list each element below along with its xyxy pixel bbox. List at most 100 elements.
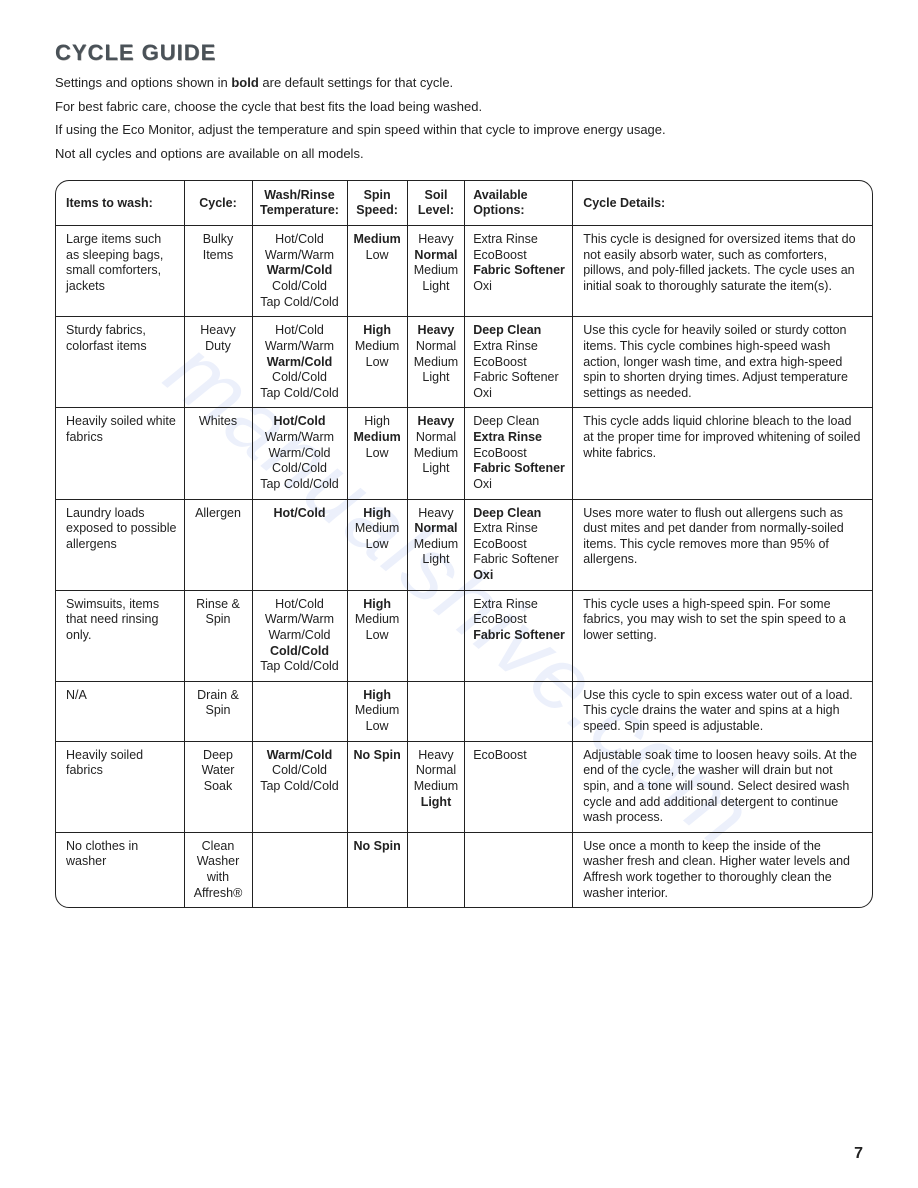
cell-value: Deep Clean [473, 323, 566, 339]
cell-value: Low [354, 628, 401, 644]
cell-cycle: Deep Water Soak [184, 741, 252, 832]
cell-value: Fabric Softener [473, 461, 566, 477]
cell-value: Normal [414, 521, 458, 537]
cell-value: Cold/Cold [259, 370, 341, 386]
cell-soil [407, 590, 464, 681]
cell-value: Heavy [414, 232, 458, 248]
table-row: Swimsuits, items that need rinsing only.… [56, 590, 872, 681]
table-row: Heavily soiled white fabricsWhitesHot/Co… [56, 408, 872, 499]
cell-spin: HighMediumLow [347, 408, 407, 499]
intro-line-2: For best fabric care, choose the cycle t… [55, 98, 873, 116]
header-soil: Soil Level: [407, 181, 464, 226]
cell-value: EcoBoost [473, 748, 566, 764]
cell-value: Light [414, 461, 458, 477]
cell-value: Cold/Cold [259, 461, 341, 477]
cell-value: Tap Cold/Cold [259, 659, 341, 675]
cell-items: N/A [56, 681, 184, 741]
cell-soil [407, 681, 464, 741]
cell-value: High [354, 414, 401, 430]
cell-soil: HeavyNormalMediumLight [407, 741, 464, 832]
cell-value: Heavy [414, 414, 458, 430]
cell-cycle: Clean Washer with Affresh® [184, 832, 252, 907]
cell-value: Extra Rinse [473, 232, 566, 248]
cell-spin: HighMediumLow [347, 681, 407, 741]
header-spin: Spin Speed: [347, 181, 407, 226]
page-number: 7 [854, 1145, 863, 1163]
cell-value: Oxi [473, 477, 566, 493]
cell-cycle: Bulky Items [184, 226, 252, 317]
cell-details: Use once a month to keep the inside of t… [573, 832, 872, 907]
cell-value: EcoBoost [473, 446, 566, 462]
cell-value: Cold/Cold [259, 763, 341, 779]
cell-temp: Hot/ColdWarm/WarmWarm/ColdCold/ColdTap C… [252, 226, 347, 317]
header-temp: Wash/Rinse Temperature: [252, 181, 347, 226]
cell-value: EcoBoost [473, 355, 566, 371]
cell-value: Oxi [473, 568, 566, 584]
cell-soil: HeavyNormalMediumLight [407, 317, 464, 408]
cell-value: Heavy [414, 748, 458, 764]
cell-value: High [354, 597, 401, 613]
cell-value: Medium [354, 232, 401, 248]
cell-value: Light [414, 552, 458, 568]
cell-value: No Spin [354, 748, 401, 764]
cell-cycle: Whites [184, 408, 252, 499]
cell-value: High [354, 323, 401, 339]
cell-value: Low [354, 355, 401, 371]
intro-1b: bold [231, 75, 258, 90]
cell-value: Warm/Cold [259, 263, 341, 279]
cell-spin: HighMediumLow [347, 499, 407, 590]
cell-value: Medium [414, 355, 458, 371]
cell-value: Warm/Cold [259, 748, 341, 764]
cell-value: Low [354, 719, 401, 735]
cell-value: Extra Rinse [473, 521, 566, 537]
cell-value: Low [354, 537, 401, 553]
cell-spin: HighMediumLow [347, 317, 407, 408]
cell-details: This cycle is designed for oversized ite… [573, 226, 872, 317]
cell-value: Normal [414, 339, 458, 355]
cell-value: Warm/Cold [259, 628, 341, 644]
cell-soil [407, 832, 464, 907]
cell-value: Tap Cold/Cold [259, 386, 341, 402]
table-row: Laundry loads exposed to possible allerg… [56, 499, 872, 590]
cell-opts [465, 832, 573, 907]
cell-value: Light [414, 795, 458, 811]
cell-items: Heavily soiled fabrics [56, 741, 184, 832]
cell-value: Light [414, 279, 458, 295]
cell-value: High [354, 506, 401, 522]
intro-line-3: If using the Eco Monitor, adjust the tem… [55, 121, 873, 139]
cell-value: Warm/Warm [259, 339, 341, 355]
cell-value: Warm/Cold [259, 355, 341, 371]
cell-value: Medium [354, 521, 401, 537]
table-row: Large items such as sleeping bags, small… [56, 226, 872, 317]
cell-value: Oxi [473, 386, 566, 402]
cell-value: Warm/Warm [259, 430, 341, 446]
cell-opts: Deep CleanExtra RinseEcoBoostFabric Soft… [465, 317, 573, 408]
cell-cycle: Allergen [184, 499, 252, 590]
cell-value: Medium [354, 339, 401, 355]
cycle-table: Items to wash: Cycle: Wash/Rinse Tempera… [56, 181, 872, 907]
cell-spin: HighMediumLow [347, 590, 407, 681]
cell-value: Deep Clean [473, 506, 566, 522]
cell-value: Normal [414, 248, 458, 264]
cell-value: Medium [354, 430, 401, 446]
cell-value: Cold/Cold [259, 644, 341, 660]
cell-value: Warm/Warm [259, 248, 341, 264]
cell-value: Warm/Cold [259, 446, 341, 462]
cell-value: Hot/Cold [259, 597, 341, 613]
cell-value: Hot/Cold [259, 414, 341, 430]
cell-cycle: Heavy Duty [184, 317, 252, 408]
cell-value: Heavy [414, 323, 458, 339]
cell-value: EcoBoost [473, 612, 566, 628]
cell-value: Extra Rinse [473, 597, 566, 613]
cell-cycle: Drain & Spin [184, 681, 252, 741]
cell-value: No Spin [354, 839, 401, 855]
cell-value: Medium [414, 446, 458, 462]
cell-value: Oxi [473, 279, 566, 295]
cell-value: Low [354, 446, 401, 462]
table-body: Large items such as sleeping bags, small… [56, 226, 872, 908]
cell-opts: Deep CleanExtra RinseEcoBoostFabric Soft… [465, 499, 573, 590]
cell-value: Warm/Warm [259, 612, 341, 628]
header-items: Items to wash: [56, 181, 184, 226]
cell-value: EcoBoost [473, 537, 566, 553]
cell-value: Normal [414, 763, 458, 779]
